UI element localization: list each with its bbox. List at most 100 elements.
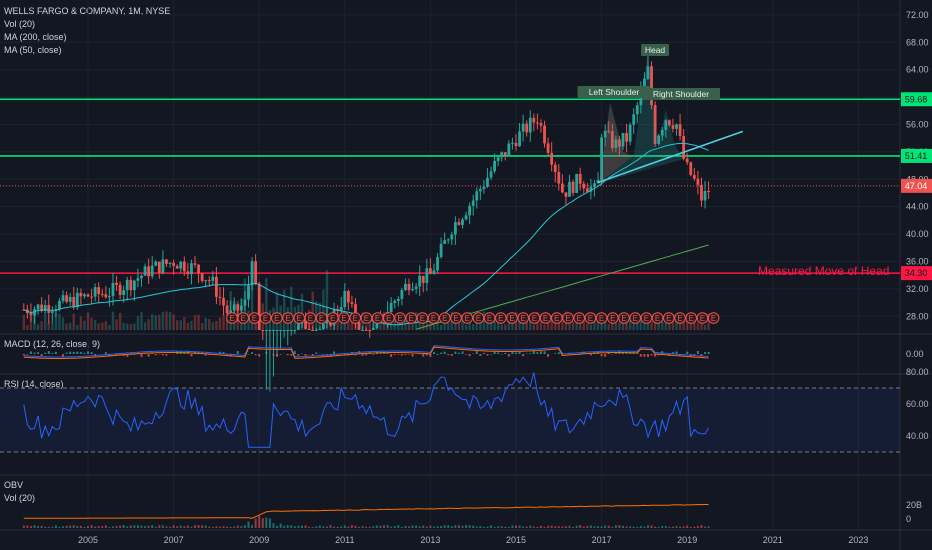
candle-body [243,299,247,306]
candle-body [553,164,557,173]
candle-body [165,259,168,264]
macd-histogram-bar [696,351,699,354]
y-tick-64.00: 64.00 [906,65,929,75]
candle-body [582,183,586,189]
candle-body [436,257,439,271]
volume-bar [603,316,607,330]
obv-volume-bar [557,526,560,528]
obv-volume-bar [450,526,453,528]
volume-bar [439,324,443,330]
earnings-marker-20: E [453,314,458,323]
left-shoulder-fill [599,103,634,183]
candle-body [279,330,282,331]
candle-body [543,125,546,144]
volume-bar [204,317,207,330]
macd-histogram-bar [486,354,489,356]
candle-body [375,320,379,329]
macd-histogram-bar [536,352,539,354]
candle-body [254,261,258,284]
candle-body [564,192,568,197]
obv-volume-bar [229,526,232,528]
obv-volume-bar [176,526,179,528]
earnings-circle-31 [573,312,586,324]
earnings-circle-24 [495,312,507,324]
earnings-circle-16 [405,312,418,324]
earnings-marker-13: E [375,314,380,323]
candle-body [293,330,297,331]
y-tick-56.00: 56.00 [906,119,929,129]
obv-volume-bar [347,526,350,528]
macd-histogram-bar [515,352,517,354]
macd-histogram-bar [639,354,642,357]
candle-body [443,240,447,244]
candle-body [304,316,307,329]
legend-rsi[interactable]: RSI (14, close) [4,379,64,389]
obv-volume-bar [283,525,286,528]
earnings-marker-18: E [431,314,436,323]
obv-volume-bar [443,525,446,528]
candle-body [143,266,147,276]
macd-histogram-bar [87,351,89,354]
earnings-marker-9: E [330,314,335,323]
candle-body [136,278,140,281]
earnings-circle-33 [595,312,608,324]
x-tick-2009: 2009 [249,535,269,545]
candle-body [339,307,343,311]
candle-body [197,264,200,274]
candle-body [671,125,675,129]
obv-volume-bar [532,526,535,528]
candle-body [239,305,243,311]
obv-volume-bar [432,526,435,528]
earnings-marker-27: E [532,314,537,323]
volume-bar [589,324,593,330]
annotation-labels: Head Left Shoulder Right Shoulder Measured … [577,44,889,278]
candle-body [575,173,579,193]
volume-bar [51,323,54,330]
volume-bar [93,320,97,330]
volume-bar [675,319,678,330]
candle-body [118,284,122,296]
earnings-marker-30: E [565,314,570,323]
obv-volume-bar [129,525,132,528]
candle-body [86,294,90,297]
obv-volume-bar [536,526,539,528]
earnings-circle-15 [394,312,406,324]
macd-histogram-bar [404,354,407,355]
candle-body [657,135,661,144]
earnings-circle-27 [528,312,541,324]
macd-histogram-bar [343,354,346,355]
candle-body [371,328,375,330]
candle-body [621,133,625,147]
legend-vol[interactable]: Vol (20) [4,19,36,29]
y-tick-72.00: 72.00 [906,10,929,20]
candle-body [593,183,596,187]
macd-histogram-bar [126,354,129,357]
legend-obv-vol[interactable]: Vol (20) [4,493,36,503]
volume-bar [511,319,514,330]
candle-body [161,259,165,273]
obv-volume-bar [204,525,207,528]
obv-volume-bar [582,526,585,528]
legend-macd[interactable]: MACD (12, 26, close, 9) [4,339,101,349]
legend-obv[interactable]: OBV [4,480,24,490]
volume-bar [133,323,136,330]
candle-body [600,137,603,180]
macd-histogram-bar [301,353,303,354]
macd-histogram-bar [304,354,307,356]
obv-volume-bar [311,526,314,528]
volume-bar [700,321,703,330]
candle-body [297,323,300,330]
candle-body [236,304,240,311]
legend-ma200[interactable]: MA (200, close) [4,32,67,42]
earnings-marker-28: E [543,314,548,323]
label-right-shoulder: Right Shoulder [653,89,709,99]
volume-bar [136,316,140,330]
candle-body [521,123,525,132]
candle-body [286,330,290,331]
obv-volume-bar [179,525,182,528]
level-tag-1 [901,148,932,163]
volume-bar [311,291,314,330]
legend-ma50[interactable]: MA (50, close) [4,45,62,55]
volume-bar [414,312,418,330]
